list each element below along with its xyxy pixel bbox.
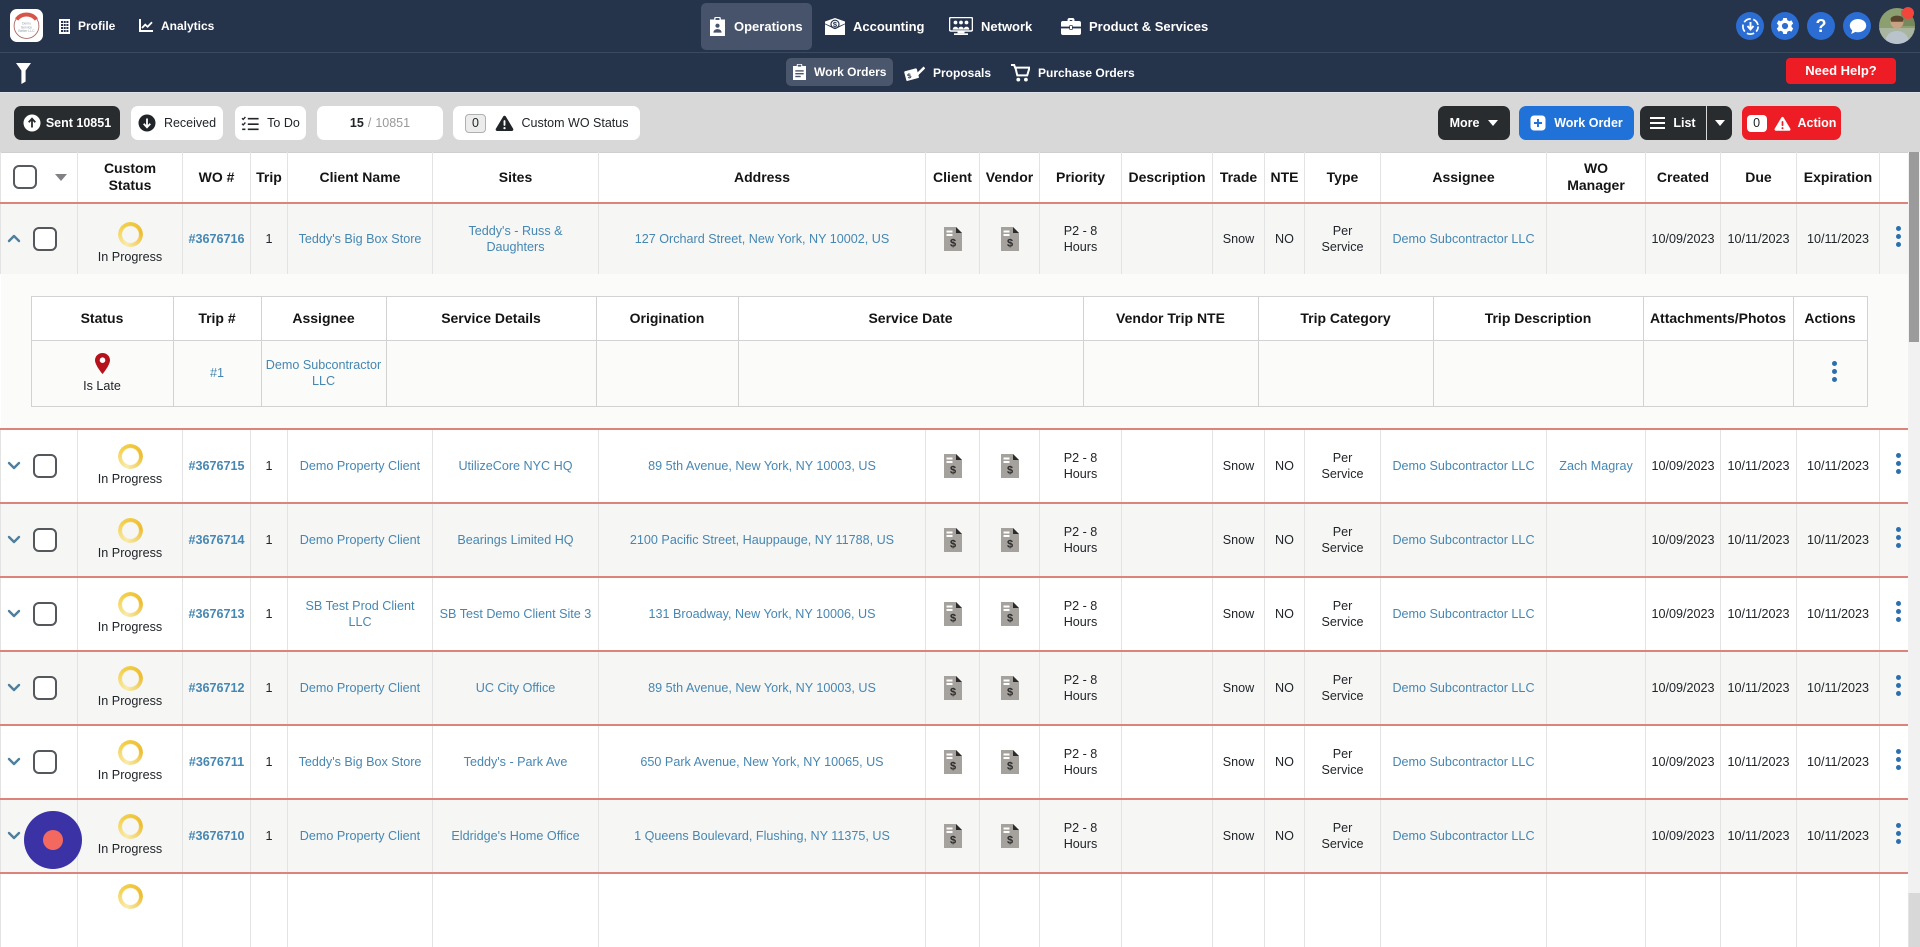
svg-text:$: $ bbox=[949, 612, 955, 624]
svg-text:$: $ bbox=[949, 686, 955, 698]
svg-text:Better LLC: Better LLC bbox=[18, 29, 35, 33]
svg-text:Service: Service bbox=[21, 25, 32, 29]
svg-text:$: $ bbox=[949, 237, 955, 249]
svg-text:$: $ bbox=[1006, 464, 1012, 476]
svg-text:$: $ bbox=[1006, 760, 1012, 772]
svg-text:Demo: Demo bbox=[22, 22, 31, 26]
svg-text:$: $ bbox=[1006, 237, 1012, 249]
svg-text:$: $ bbox=[949, 834, 955, 846]
svg-text:$: $ bbox=[949, 464, 955, 476]
svg-text:$: $ bbox=[949, 760, 955, 772]
svg-text:$: $ bbox=[833, 20, 838, 29]
svg-text:$: $ bbox=[1006, 834, 1012, 846]
svg-text:$: $ bbox=[907, 73, 913, 81]
svg-text:$: $ bbox=[1006, 538, 1012, 550]
svg-text:$: $ bbox=[1006, 612, 1012, 624]
svg-text:$: $ bbox=[1006, 686, 1012, 698]
svg-text:$: $ bbox=[949, 538, 955, 550]
